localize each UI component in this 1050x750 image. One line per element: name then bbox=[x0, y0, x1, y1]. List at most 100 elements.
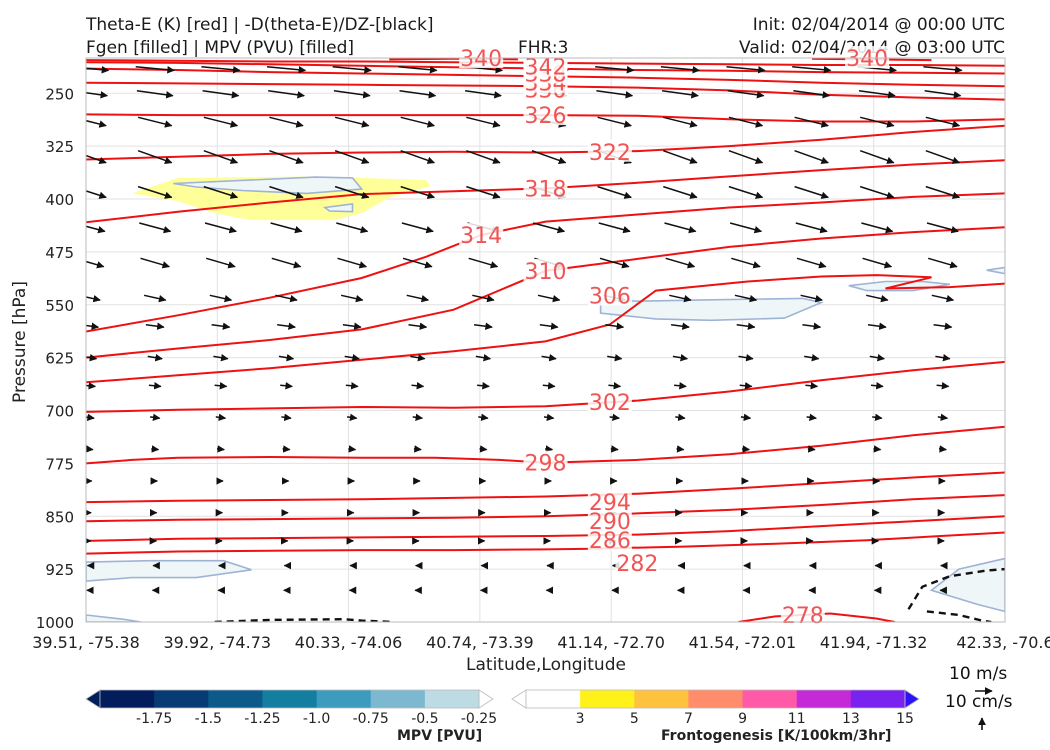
colorbar-tick-label: -1.25 bbox=[244, 711, 280, 727]
wind-vector bbox=[398, 66, 438, 74]
colorbar-segment bbox=[262, 690, 318, 708]
wind-vector bbox=[794, 185, 829, 199]
wind-vector bbox=[873, 445, 882, 453]
wind-vector bbox=[86, 381, 97, 390]
y-tick-label: 250 bbox=[45, 85, 74, 103]
x-tick-label: 40.74, -73.39 bbox=[426, 633, 534, 652]
wind-vector bbox=[406, 294, 430, 303]
theta-e-label: 286 bbox=[589, 529, 631, 554]
wind-vector bbox=[738, 353, 754, 362]
wind-vector bbox=[202, 90, 240, 99]
theta-e-contour bbox=[86, 124, 1005, 161]
wind-vector bbox=[145, 322, 165, 330]
wind-vector bbox=[342, 322, 362, 330]
forecast-hour: FHR:3 bbox=[518, 38, 569, 58]
wind-vector bbox=[728, 149, 764, 164]
wind-vector bbox=[792, 66, 832, 74]
theta-e-label: 282 bbox=[616, 552, 658, 577]
wind-vector bbox=[598, 222, 631, 234]
wind-vector bbox=[203, 149, 239, 164]
wind-vector bbox=[147, 353, 163, 362]
wind-vector bbox=[137, 116, 173, 128]
wind-vector bbox=[344, 353, 360, 362]
colorbar-segment bbox=[316, 690, 372, 708]
x-tick-labels: 39.51, -75.38 39.92, -74.73 40.33, -74.06 4… bbox=[32, 633, 1050, 652]
wind-vector bbox=[149, 413, 161, 422]
wind-vector bbox=[597, 185, 632, 199]
wind-scale-key bbox=[975, 687, 993, 730]
wind-vector bbox=[870, 381, 884, 390]
wind-vector bbox=[269, 116, 304, 128]
wind-vector bbox=[729, 222, 763, 234]
wind-vector bbox=[931, 294, 955, 303]
wind-vector bbox=[270, 222, 303, 234]
fgen-colorbar-label: Frontogenesis [K/100km/3hr] bbox=[661, 728, 892, 744]
wind-vector bbox=[727, 90, 765, 99]
wind-vector bbox=[86, 322, 100, 330]
x-tick-label: 42.33, -70.6 bbox=[956, 633, 1050, 652]
theta-e-label-bg bbox=[587, 283, 632, 306]
colorbar-segment bbox=[634, 690, 689, 708]
wind-vector bbox=[334, 116, 370, 128]
colorbar-tick-label: -1.5 bbox=[195, 711, 222, 727]
theta-e-label: 298 bbox=[525, 452, 567, 477]
colorbar-tick-label: -0.5 bbox=[411, 711, 438, 727]
wind-vector bbox=[137, 185, 173, 199]
mpv-region bbox=[173, 176, 364, 195]
wind-vector bbox=[872, 413, 883, 422]
wind-vector bbox=[858, 90, 896, 99]
wind-vector bbox=[665, 257, 696, 269]
theta-e-label: 302 bbox=[589, 391, 631, 416]
theta-e-label-bg bbox=[587, 390, 632, 413]
wind-vector bbox=[203, 185, 239, 199]
dtheta-dz-contour bbox=[926, 610, 992, 622]
theta-e-contour bbox=[86, 471, 1005, 504]
theta-e-label-bg bbox=[459, 222, 504, 245]
theta-e-contour bbox=[86, 531, 1005, 555]
wind-vector bbox=[793, 90, 831, 99]
chart-title-line2: Fgen [filled] | MPV (PVU) [filled] bbox=[86, 38, 355, 58]
wind-vector bbox=[595, 66, 635, 74]
colorbar-segment bbox=[742, 690, 798, 708]
wind-vector bbox=[541, 353, 557, 362]
colorbar-tick-label: -0.25 bbox=[461, 711, 497, 727]
wind-vector bbox=[399, 90, 437, 99]
wind-vector bbox=[468, 257, 499, 269]
wind-vector bbox=[479, 445, 488, 453]
wind-vector bbox=[675, 413, 686, 422]
mpv-region bbox=[86, 559, 252, 582]
wind-vector bbox=[334, 185, 370, 199]
y-tick-label: 775 bbox=[45, 455, 74, 473]
colorbar-tick-label: 13 bbox=[842, 711, 860, 727]
wind-vector bbox=[413, 445, 422, 453]
x-tick-label: 41.54, -72.01 bbox=[689, 633, 797, 652]
theta-e-label-bg bbox=[523, 103, 568, 126]
wind-vector bbox=[531, 149, 567, 164]
wind-vector bbox=[796, 257, 827, 269]
wind-vector bbox=[466, 185, 501, 199]
theta-e-label: 340 bbox=[460, 47, 502, 72]
wind-vector bbox=[740, 413, 752, 422]
theta-e-label-bg bbox=[523, 450, 568, 473]
mpv-colorbar-label: MPV [PVU] bbox=[397, 728, 483, 744]
x-tick-label: 39.92, -74.73 bbox=[164, 633, 272, 652]
wind-vector bbox=[472, 294, 495, 303]
theta-e-label: 306 bbox=[589, 285, 631, 310]
theta-e-label-bg bbox=[780, 602, 825, 625]
mpv-region bbox=[322, 202, 354, 213]
wind-vector bbox=[337, 257, 368, 269]
wind-vector bbox=[806, 413, 817, 422]
wind-vector bbox=[672, 353, 689, 362]
y-tick-labels: 250 325 400 475 550 625 700 775 850 925 1000 bbox=[36, 85, 74, 632]
wind-vector bbox=[135, 66, 175, 74]
theta-e-label: 278 bbox=[782, 604, 824, 629]
theta-e-label-bg bbox=[523, 54, 568, 77]
wind-vector bbox=[143, 294, 167, 303]
grid-lines bbox=[85, 58, 1006, 623]
wind-vector bbox=[795, 222, 828, 234]
wind-vector bbox=[660, 66, 701, 74]
wind-vector bbox=[867, 322, 887, 330]
wind-vector bbox=[86, 225, 106, 234]
colorbar-tick-label: 9 bbox=[738, 711, 747, 727]
theta-e-contour bbox=[86, 360, 1005, 413]
